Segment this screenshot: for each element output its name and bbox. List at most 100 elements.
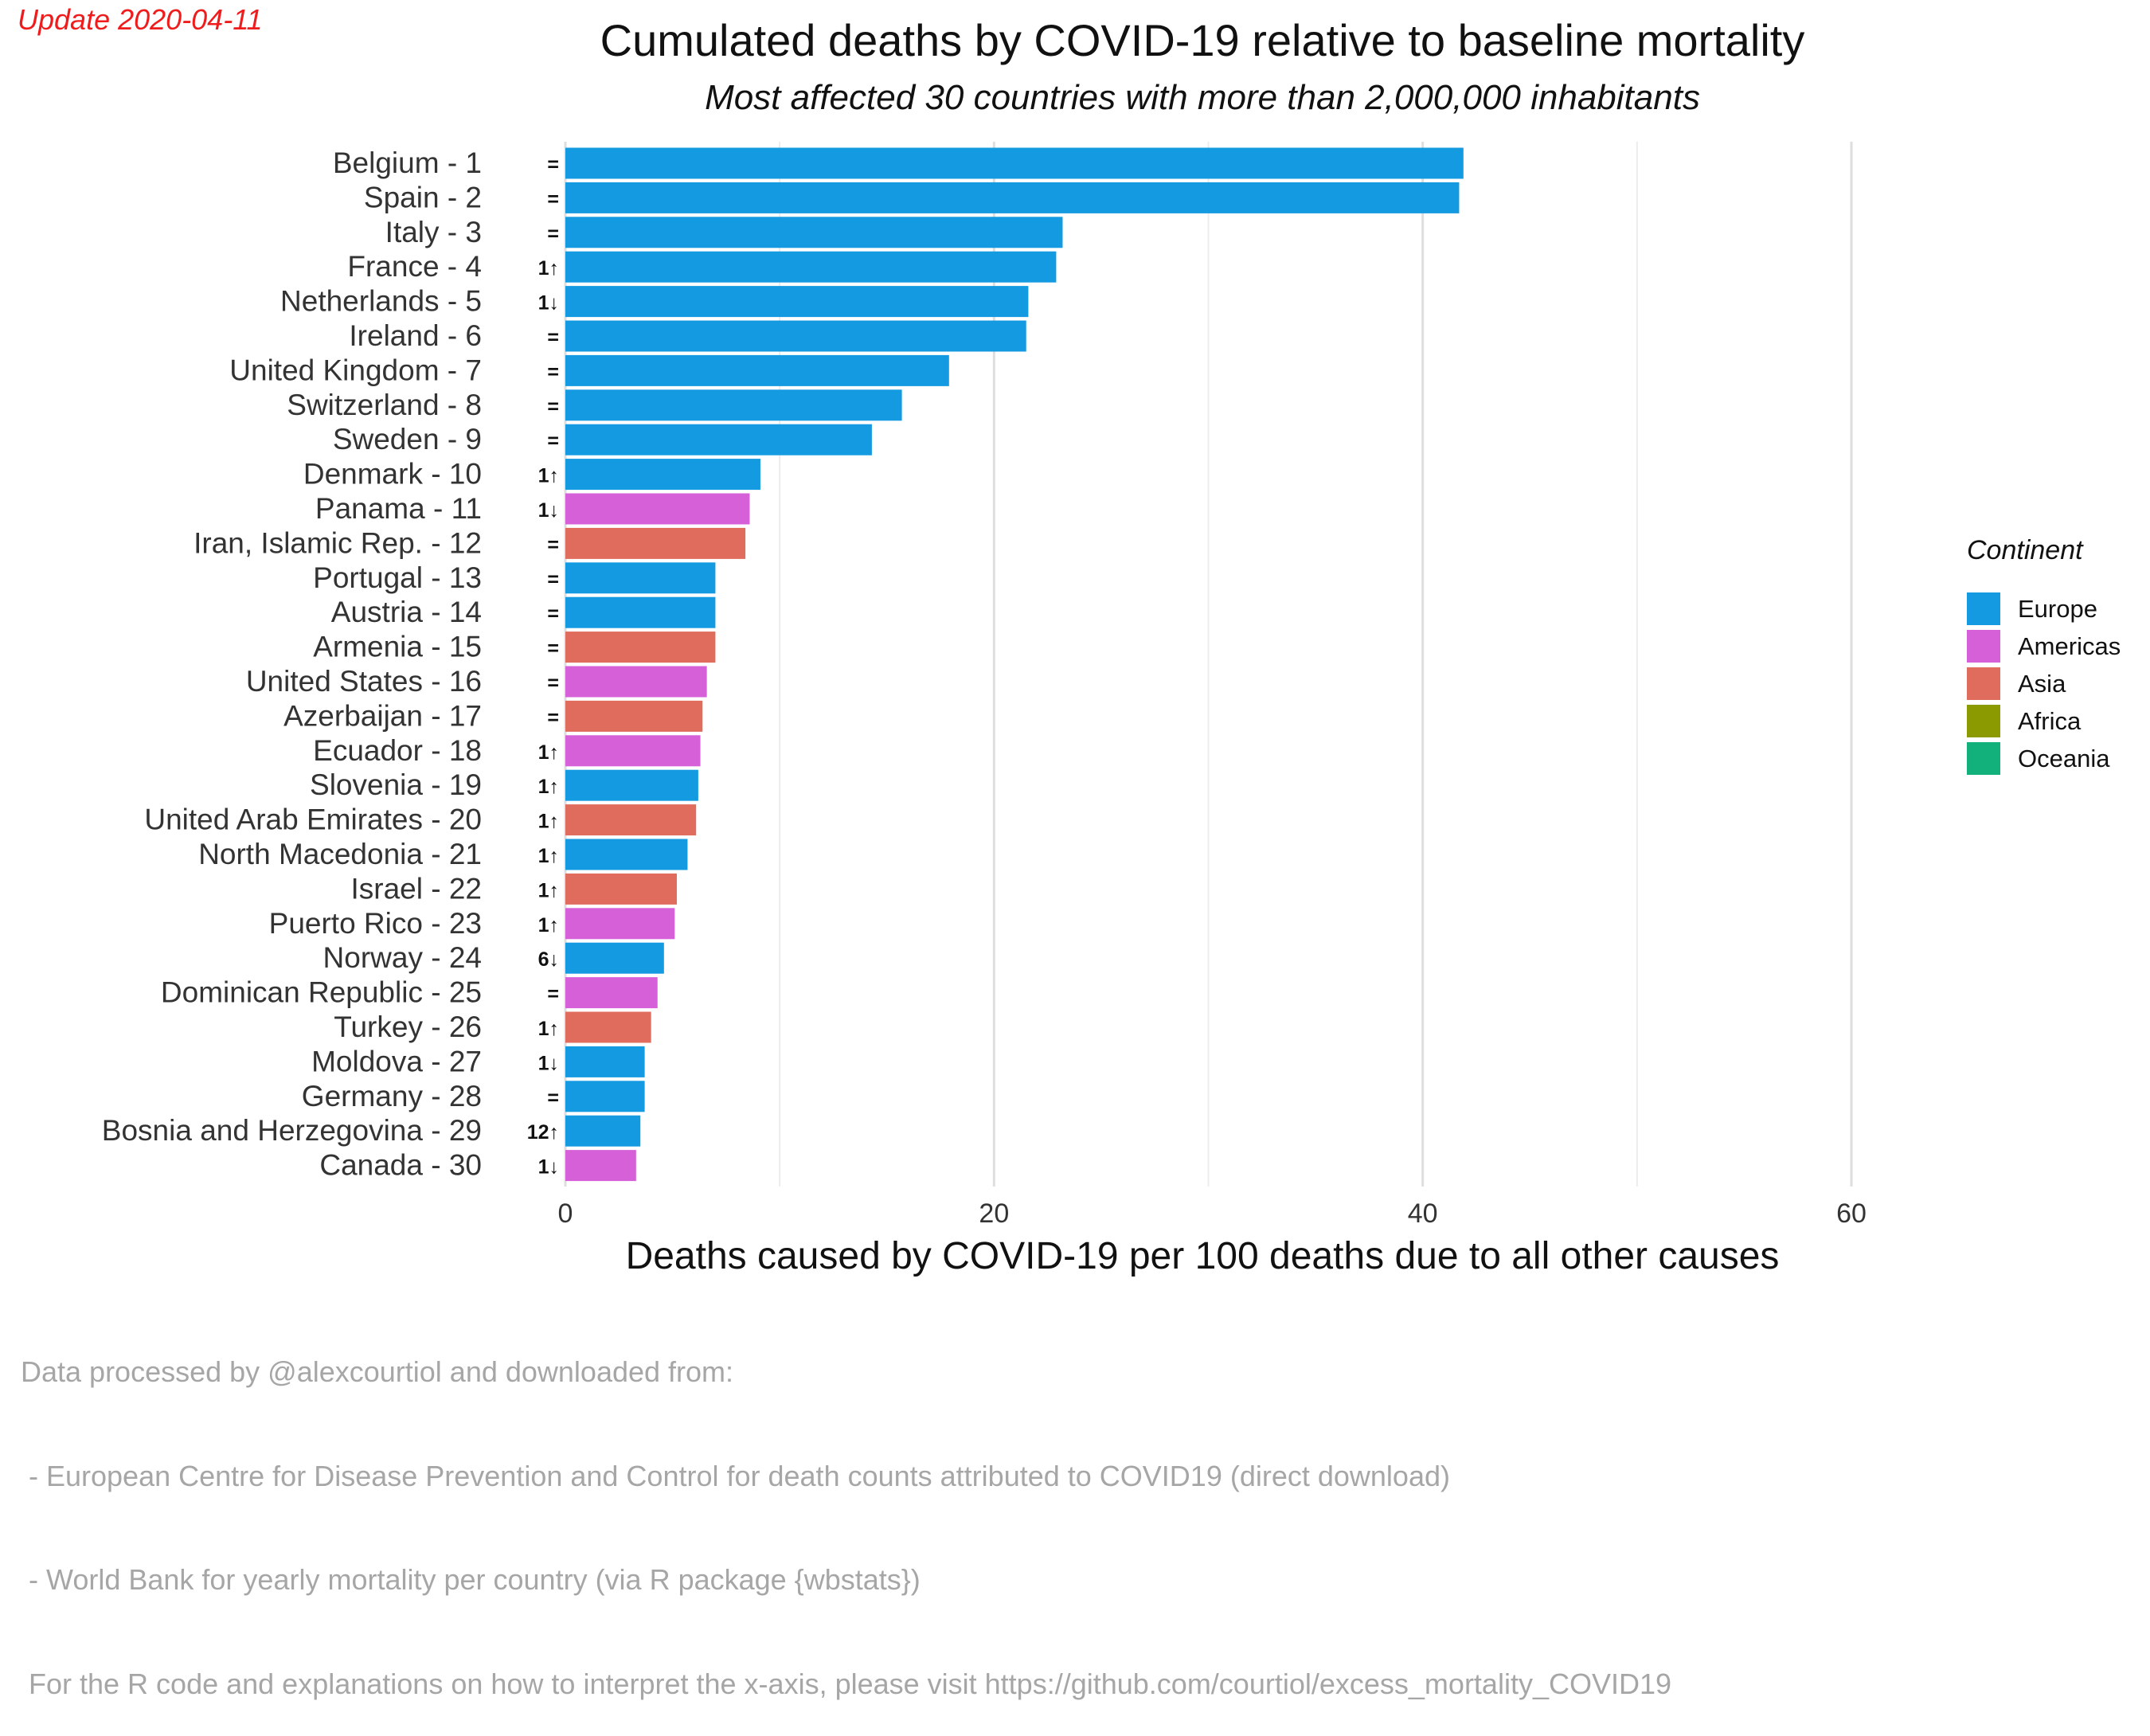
- rank-change-label: 1↑: [538, 879, 559, 901]
- y-category-label: Netherlands - 5: [280, 285, 482, 318]
- x-tick-label: 40: [1408, 1198, 1438, 1229]
- y-category-label: Austria - 14: [331, 596, 482, 628]
- legend-label: Europe: [2018, 594, 2097, 623]
- y-category-label: Azerbaijan - 17: [283, 699, 482, 732]
- bar: [565, 977, 658, 1009]
- y-category-label: Iran, Islamic Rep. - 12: [194, 526, 482, 559]
- rank-change-label: 1↓: [538, 1156, 559, 1179]
- rank-change-label: 1↑: [538, 741, 559, 764]
- bar: [565, 493, 750, 525]
- y-category-label: Belgium - 1: [333, 147, 482, 179]
- bar: [565, 147, 1464, 179]
- chart-title: Cumulated deaths by COVID-19 relative to…: [600, 15, 1805, 65]
- legend-item: Asia: [1967, 665, 2121, 702]
- x-axis-title: Deaths caused by COVID-19 per 100 deaths…: [626, 1235, 1780, 1277]
- x-tick-label: 20: [979, 1198, 1009, 1229]
- bar: [565, 1115, 641, 1147]
- bar: [565, 389, 902, 421]
- bar: [565, 562, 716, 594]
- y-category-label: Spain - 2: [364, 181, 482, 213]
- rank-change-label: 1↑: [538, 811, 559, 833]
- y-category-label: North Macedonia - 21: [198, 838, 482, 870]
- bar: [565, 459, 760, 491]
- caption-line: - European Centre for Disease Prevention…: [21, 1459, 1450, 1492]
- rank-change-label: 12↑: [527, 1121, 559, 1144]
- rank-change-label: =: [547, 223, 559, 245]
- rank-change-label: =: [547, 154, 559, 176]
- y-category-label: Slovenia - 19: [310, 768, 482, 801]
- bar: [565, 1081, 645, 1112]
- rank-change-label: =: [547, 672, 559, 694]
- bar: [565, 286, 1029, 318]
- legend-items: Europe Americas Asia Africa Oceania: [1967, 590, 2121, 777]
- legend-color-key: [1967, 667, 2000, 700]
- bar: [565, 735, 701, 767]
- rank-change-label: =: [547, 706, 559, 729]
- bar: [565, 596, 716, 628]
- rank-change-label: =: [547, 1087, 559, 1109]
- y-category-label: Switzerland - 8: [287, 389, 482, 421]
- y-category-label: Norway - 24: [323, 941, 482, 974]
- y-category-label: Turkey - 26: [334, 1011, 482, 1043]
- y-category-label: France - 4: [347, 250, 482, 283]
- y-category-label: United States - 16: [246, 665, 482, 698]
- rank-change-label: =: [547, 569, 559, 591]
- legend-label: Asia: [2018, 669, 2066, 698]
- y-category-label: Bosnia and Herzegovina - 29: [102, 1114, 482, 1147]
- legend-color-key: [1967, 742, 2000, 775]
- rank-change-label: 6↓: [538, 948, 559, 971]
- update-date-label: Update 2020-04-11: [18, 3, 263, 36]
- rank-change-label: 1↓: [538, 499, 559, 522]
- chart-subtitle: Most affected 30 countries with more tha…: [705, 78, 1700, 117]
- bar: [565, 804, 697, 836]
- rank-change-label: =: [547, 603, 559, 625]
- rank-change-label: 1↓: [538, 292, 559, 315]
- legend-label: Americas: [2018, 631, 2121, 660]
- bar: [565, 182, 1460, 213]
- bar: [565, 942, 664, 974]
- bar: [565, 320, 1026, 352]
- y-category-label: Italy - 3: [385, 216, 482, 248]
- caption-line: Data processed by @alexcourtiol and down…: [21, 1355, 734, 1388]
- bar: [565, 631, 716, 663]
- legend-item: Americas: [1967, 628, 2121, 665]
- y-category-label: Dominican Republic - 25: [161, 976, 482, 1009]
- y-category-label: Armenia - 15: [313, 631, 482, 663]
- rank-change-label: =: [547, 188, 559, 210]
- bar: [565, 769, 698, 801]
- legend-item: Europe: [1967, 590, 2121, 628]
- bar: [565, 908, 675, 940]
- y-category-label: Ireland - 6: [349, 319, 482, 352]
- y-category-label: Germany - 28: [302, 1080, 482, 1112]
- data-source-caption: Data processed by @alexcourtiol and down…: [21, 1285, 1671, 1736]
- rank-change-label: 1↓: [538, 1052, 559, 1074]
- bar: [565, 424, 872, 456]
- bar: [565, 354, 949, 386]
- legend: Continent Europe Americas Asia Africa Oceani…: [1967, 535, 2121, 777]
- bar: [565, 873, 677, 905]
- bar: [565, 527, 746, 559]
- bar: [565, 666, 707, 698]
- y-category-label: Ecuador - 18: [313, 734, 482, 767]
- rank-change-label: =: [547, 396, 559, 418]
- legend-color-key: [1967, 705, 2000, 737]
- legend-color-key: [1967, 630, 2000, 663]
- legend-item: Africa: [1967, 702, 2121, 740]
- rank-change-label: 1↑: [538, 465, 559, 487]
- rank-change-label: =: [547, 983, 559, 1006]
- bar: [565, 1046, 645, 1077]
- y-category-label: United Kingdom - 7: [229, 354, 482, 386]
- y-category-label: Canada - 30: [319, 1149, 482, 1182]
- rank-change-label: 1↑: [538, 914, 559, 936]
- bar: [565, 251, 1057, 283]
- y-category-label: Denmark - 10: [303, 458, 482, 491]
- rank-change-label: =: [547, 326, 559, 349]
- bar: [565, 1011, 651, 1043]
- legend-label: Africa: [2018, 706, 2082, 735]
- y-category-label: Portugal - 13: [313, 561, 482, 594]
- y-category-label: United Arab Emirates - 20: [144, 803, 482, 836]
- y-category-label: Sweden - 9: [333, 423, 482, 456]
- legend-title: Continent: [1967, 535, 2083, 565]
- rank-change-label: =: [547, 430, 559, 452]
- caption-line: - World Bank for yearly mortality per co…: [21, 1563, 921, 1596]
